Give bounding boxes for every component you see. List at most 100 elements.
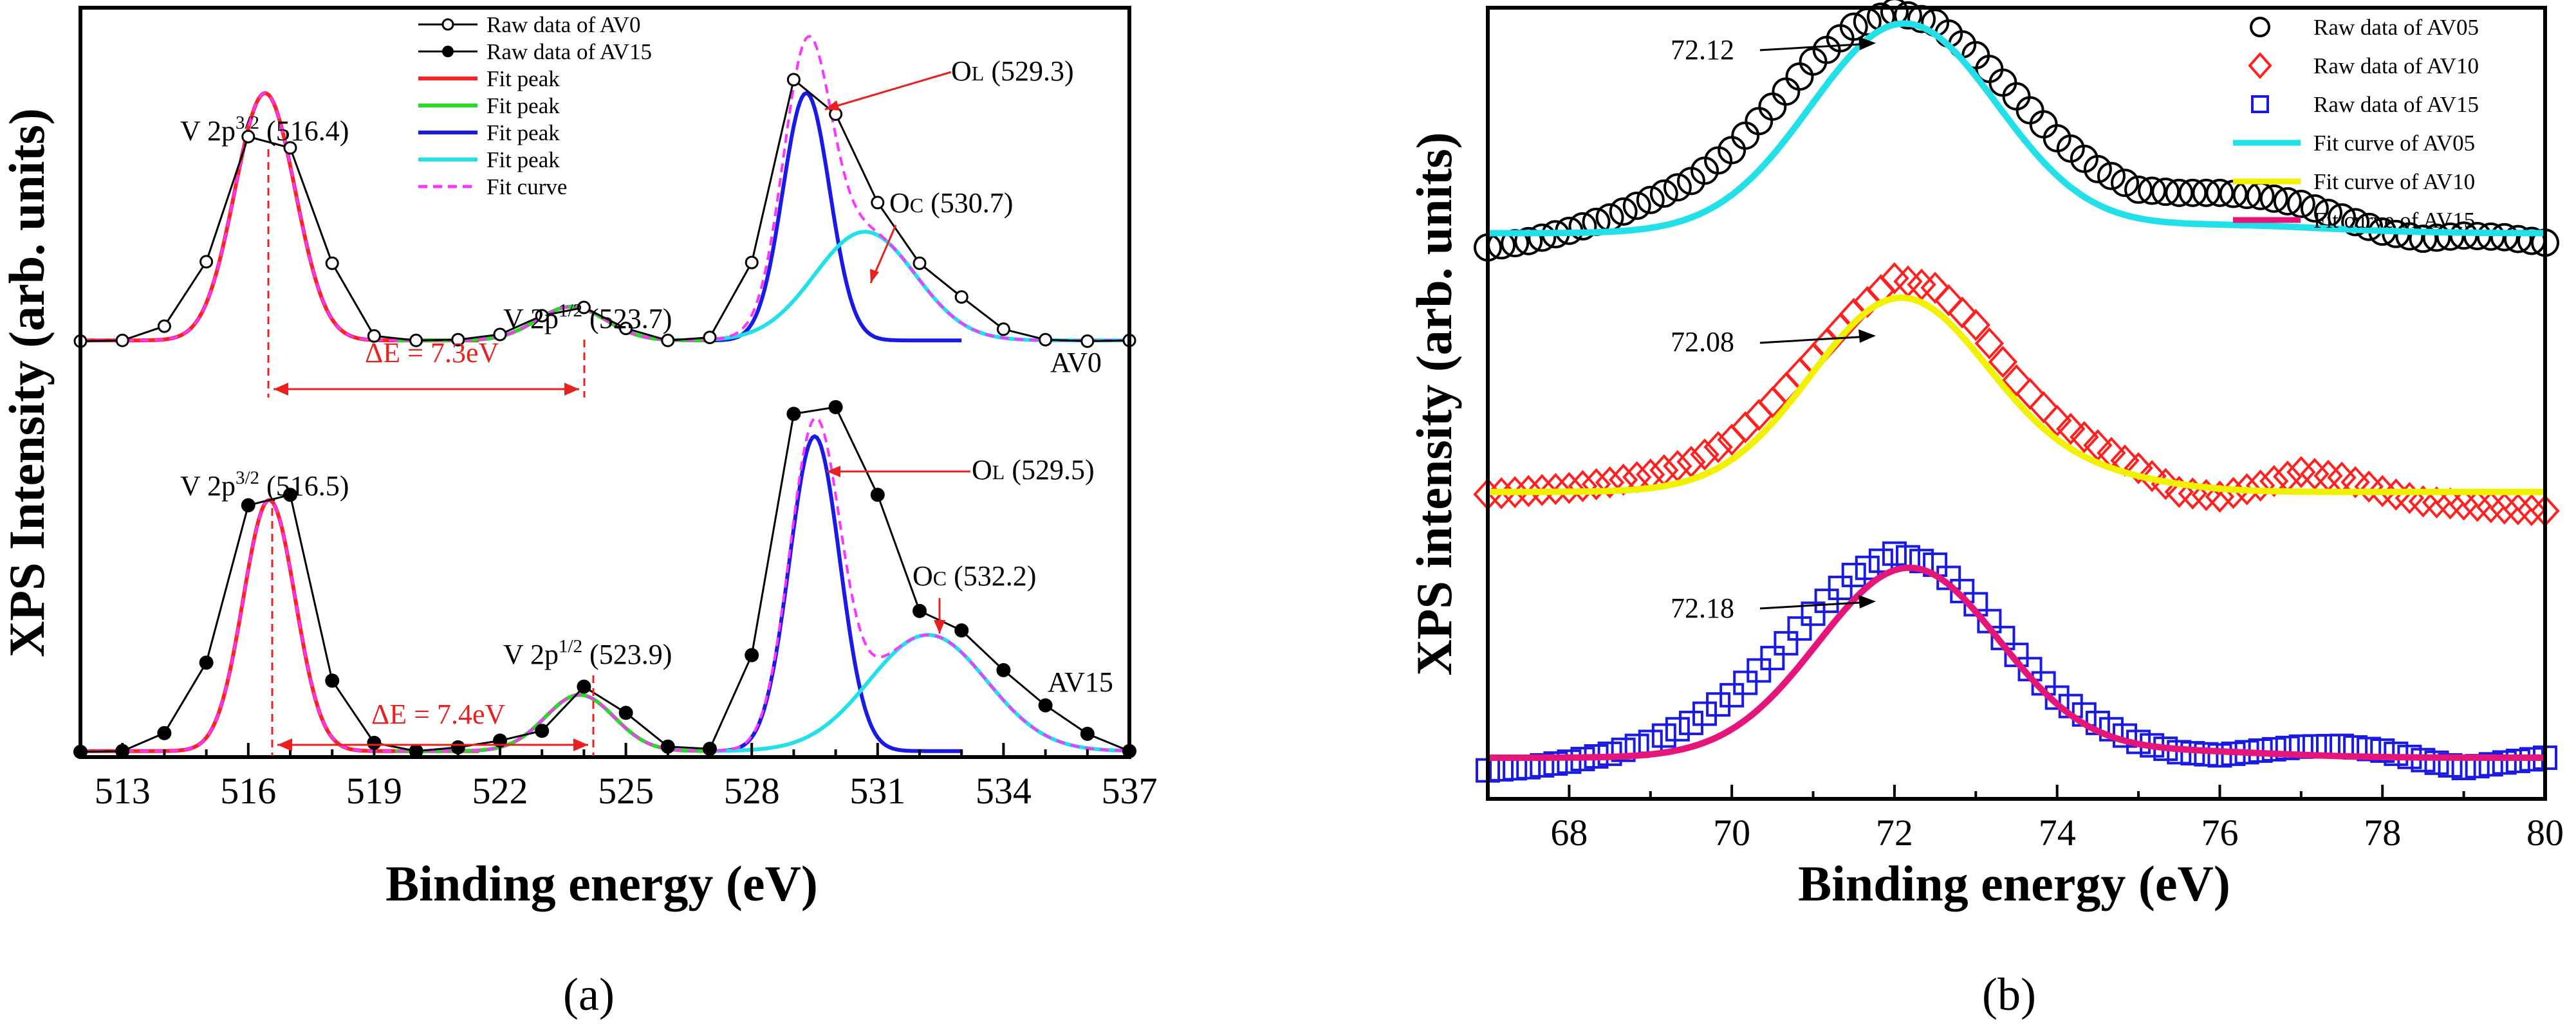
label-v2p12-av15: V 2p1/2 (523.9)	[503, 636, 672, 670]
x-tick-label-a: 534	[976, 770, 1032, 812]
x-tick-label-b: 80	[2526, 812, 2564, 854]
raw-point-av10	[1568, 470, 1598, 502]
raw-point-av0	[157, 319, 171, 333]
raw-point-av05	[1731, 121, 1760, 150]
raw-point-av10	[1554, 471, 1584, 504]
raw-point-av05	[1758, 92, 1787, 121]
label-oc-av0: OC (530.7)	[889, 187, 1013, 219]
x-tick-label-b: 74	[2039, 812, 2076, 854]
raw-point-av15	[996, 663, 1011, 677]
raw-point-av05	[2259, 184, 2288, 213]
raw-point-av05	[2422, 223, 2451, 252]
legend-b-raw-av15: Raw data of AV15	[2251, 92, 2479, 117]
raw-point-av10	[2422, 486, 2452, 519]
raw-point-av15	[1760, 646, 1785, 671]
arrowhead-av0-right	[564, 383, 579, 396]
raw-point-av05	[2476, 222, 2505, 251]
raw-point-av05	[2205, 178, 2234, 207]
panel-b-legend: Raw data of AV05 Raw data of AV10 Raw da…	[2233, 15, 2479, 233]
raw-point-av0	[283, 141, 297, 155]
arrowhead-av0-left	[273, 383, 288, 396]
label-b-72-18: 72.18	[1671, 592, 1734, 624]
label-oc-av15: OC (532.2)	[913, 560, 1036, 592]
raw-point-av10	[2070, 421, 2099, 453]
raw-point-av05	[1839, 12, 1868, 41]
raw-point-av05	[2409, 224, 2438, 253]
raw-point-av05	[2083, 154, 2112, 183]
raw-point-av15	[1814, 589, 1839, 614]
panel-a-x-ticks: 513 516 519 522 525 528 531 534 537	[79, 743, 1158, 812]
x-tick-label-a: 537	[1102, 770, 1158, 812]
svg-text:Fit curve: Fit curve	[486, 174, 567, 199]
x-tick-label-b: 70	[1713, 812, 1750, 854]
label-av15: AV15	[1048, 666, 1113, 698]
arrow-b-72-08	[1759, 335, 1870, 344]
svg-text:Fit peak: Fit peak	[486, 147, 560, 172]
raw-point-av15	[1855, 555, 1880, 580]
raw-point-av0	[745, 255, 759, 270]
raw-point-av05	[2002, 82, 2031, 111]
raw-point-av15	[367, 735, 382, 750]
raw-point-av15	[241, 498, 255, 513]
raw-point-av15	[2261, 736, 2286, 762]
svg-text:Fit peak: Fit peak	[486, 66, 560, 91]
raw-point-av10	[2435, 487, 2465, 520]
arrowhead-b-72-18	[1858, 595, 1876, 608]
raw-point-av15	[1787, 616, 1812, 641]
panel-b-plot-area	[1473, 0, 2560, 783]
raw-point-av15	[1651, 723, 1676, 748]
raw-point-av05	[2273, 187, 2302, 215]
raw-point-av15	[1747, 658, 1772, 683]
label-delta-e-av15: ΔE = 7.4eV	[371, 699, 506, 730]
panel-b-annotations: 72.12 72.08 72.18	[1671, 34, 1734, 624]
raw-point-av10	[1690, 438, 1719, 471]
raw-point-av10	[1907, 268, 1936, 301]
arrowhead-b-72-12	[1858, 37, 1876, 50]
arrowhead-av15-left	[277, 738, 292, 751]
raw-point-av0	[1080, 334, 1095, 348]
raw-point-av10	[1961, 309, 1991, 342]
raw-point-av15	[660, 739, 675, 754]
x-tick-label-a: 519	[346, 770, 402, 812]
raw-point-av05	[2165, 178, 2194, 207]
raw-point-av15	[2384, 741, 2409, 766]
raw-point-av05	[1568, 212, 1597, 241]
panel-b-label: (b)	[1982, 969, 2036, 1020]
raw-point-av15	[1557, 749, 1582, 774]
raw-point-av15	[1828, 576, 1853, 600]
legend-a-fit-peak-green: Fit peak	[418, 93, 560, 118]
x-tick-label-a: 513	[95, 770, 151, 812]
x-tick-label-a: 531	[849, 770, 905, 812]
arrowhead-av15-right	[573, 738, 588, 751]
raw-point-av05	[2192, 178, 2221, 207]
raw-point-av15	[283, 488, 297, 502]
raw-point-av15	[1489, 757, 1514, 782]
legend-b-raw-av10: Raw data of AV10	[2248, 51, 2479, 80]
raw-point-av0	[367, 329, 381, 343]
raw-point-av10	[2232, 473, 2262, 506]
label-v2p32-av0: V 2p3/2 (516.4)	[180, 113, 349, 147]
panel-a-frame	[79, 6, 1131, 759]
raw-point-av10	[1487, 477, 1516, 509]
raw-point-av05	[1663, 173, 1692, 202]
svg-text:Raw data of AV15: Raw data of AV15	[486, 39, 652, 64]
raw-point-av10	[1893, 265, 1923, 298]
raw-point-av10	[1988, 345, 2018, 378]
raw-point-av15	[703, 742, 717, 756]
guide-av0-ol-pointer	[824, 71, 952, 111]
raw-point-av05	[1636, 185, 1665, 214]
panel-a-annotations-av0: V 2p3/2 (516.4) V 2p1/2 (523.7) OL (529.…	[180, 55, 1102, 378]
legend-a-fit-peak-blue: Fit peak	[418, 120, 560, 145]
svg-text:Raw data of AV15: Raw data of AV15	[2313, 92, 2479, 117]
raw-point-av0	[493, 327, 507, 342]
legend-a-fit-peak-cyan: Fit peak	[418, 147, 560, 172]
panel-b-arrowheads	[1858, 37, 1876, 608]
raw-point-av05	[2097, 161, 2126, 190]
svg-text:Raw data of AV05: Raw data of AV05	[2313, 15, 2479, 40]
fit-peak-av15-3	[710, 434, 962, 753]
raw-point-av05	[2286, 190, 2315, 219]
raw-point-av0	[199, 255, 214, 269]
legend-a-raw-av15: Raw data of AV15	[418, 39, 652, 64]
raw-point-av0	[241, 129, 255, 143]
